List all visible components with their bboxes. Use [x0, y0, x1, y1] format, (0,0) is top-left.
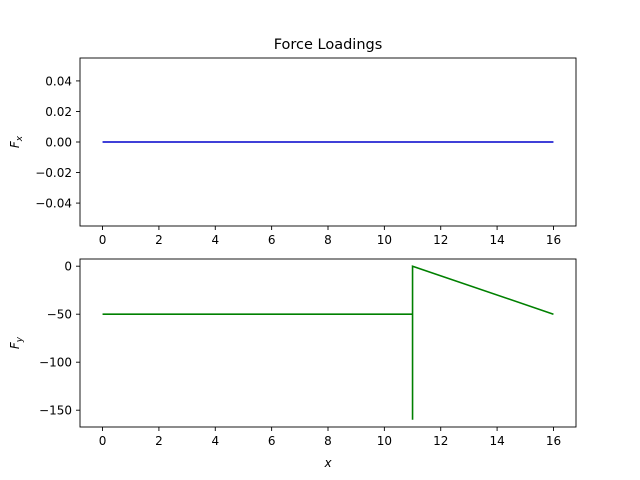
y-axis-label: Fy [8, 336, 25, 349]
x-tick-label: 6 [268, 434, 276, 448]
y-tick-label: 0.04 [45, 74, 72, 88]
fy-subplot: 0 2 4 6 8 10 12 14 16 0 −50 −100 −150 Fy x [8, 258, 577, 470]
x-tick-label: 8 [324, 434, 332, 448]
x-tick-label: 6 [268, 233, 276, 247]
x-tick-label: 12 [433, 434, 448, 448]
x-tick-label: 12 [433, 233, 448, 247]
x-tick-label: 8 [324, 233, 332, 247]
x-tick-label: 2 [155, 434, 163, 448]
x-tick-label: 14 [489, 434, 504, 448]
y-tick-label: 0.02 [45, 105, 72, 119]
y-tick-label: −0.04 [35, 197, 72, 211]
figure-title: Force Loadings [274, 37, 383, 53]
x-tick-label: 2 [155, 233, 163, 247]
x-tick-label: 0 [99, 233, 107, 247]
x-tick-label: 4 [211, 233, 219, 247]
x-tick-label: 10 [377, 434, 392, 448]
series-line-0 [102, 265, 554, 420]
x-tick-label: 16 [546, 233, 561, 247]
x-tick-label: 14 [489, 233, 504, 247]
y-tick-label: −0.02 [35, 166, 72, 180]
y-tick-label: −100 [39, 356, 72, 370]
x-tick-label: 0 [99, 434, 107, 448]
fx-subplot: 0 2 4 6 8 10 12 14 16 0.04 0.02 0.00 −0.02 −0.04 Fx [8, 57, 577, 247]
y-tick-label: −150 [39, 404, 72, 418]
x-tick-label: 16 [546, 434, 561, 448]
x-tick-label: 4 [211, 434, 219, 448]
x-axis-label: x [323, 456, 332, 470]
x-tick-label: 10 [377, 233, 392, 247]
y-tick-label: 0 [64, 260, 72, 274]
plot-frame [79, 258, 577, 428]
y-tick-label: −50 [47, 308, 72, 322]
y-tick-label: 0.00 [45, 136, 72, 150]
y-axis-label: Fx [8, 135, 25, 148]
